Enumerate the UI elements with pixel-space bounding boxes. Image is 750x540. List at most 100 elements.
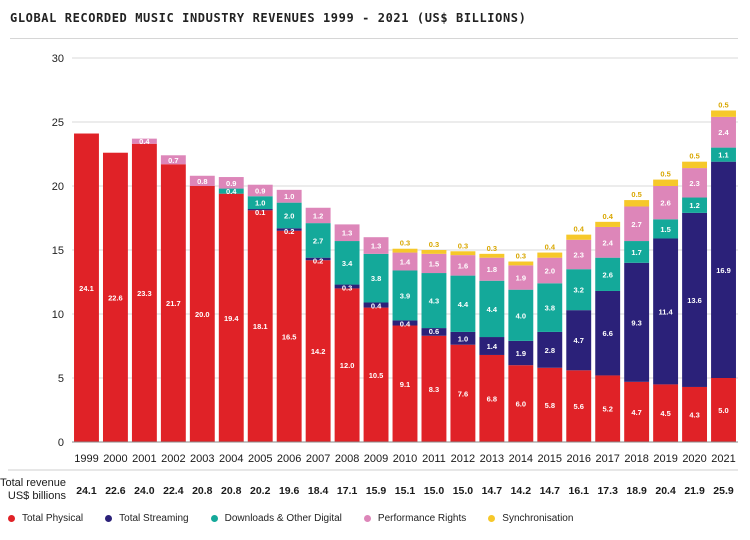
data-label-physical: 7.6 xyxy=(458,389,468,398)
data-label-streaming: 16.9 xyxy=(716,266,731,275)
data-label-downloads: 0.4 xyxy=(226,187,237,196)
total-value: 14.7 xyxy=(482,485,503,497)
bar-segment-streaming xyxy=(508,340,534,366)
bar-segment-performance xyxy=(247,184,273,197)
data-label-downloads: 3.4 xyxy=(342,259,353,268)
bar-segment-streaming xyxy=(711,161,736,378)
x-tick-label: 2002 xyxy=(161,453,185,465)
bar-segment-physical xyxy=(160,164,186,443)
total-value: 17.3 xyxy=(597,485,618,497)
legend-item-downloads: Downloads & Other Digital xyxy=(210,513,342,524)
total-value: 25.9 xyxy=(713,485,734,497)
data-label-downloads: 1.0 xyxy=(255,199,265,208)
x-tick-label: 2019 xyxy=(653,453,677,465)
data-label-downloads: 3.2 xyxy=(574,286,584,295)
total-value: 20.8 xyxy=(192,485,213,497)
total-value: 20.8 xyxy=(221,485,242,497)
x-tick-label: 2004 xyxy=(219,453,243,465)
data-label-physical: 9.1 xyxy=(400,380,410,389)
total-value: 14.7 xyxy=(540,485,561,497)
data-label-performance: 0.9 xyxy=(255,186,265,195)
bar-segment-physical xyxy=(566,370,592,442)
data-label-physical: 5.0 xyxy=(718,406,728,415)
x-tick-label: 2010 xyxy=(393,453,417,465)
data-label-sync: 0.3 xyxy=(458,241,468,250)
data-label-streaming: 0.6 xyxy=(429,327,439,336)
bars: 24.122.6 23.30.421.70.720.00.819.40.40.91… xyxy=(74,100,736,443)
data-label-streaming: 6.6 xyxy=(602,329,612,338)
y-tick-label: 15 xyxy=(52,245,64,257)
bar-segment-streaming xyxy=(479,337,505,355)
bar-segment-downloads xyxy=(508,289,534,341)
total-value: 15.0 xyxy=(453,485,474,497)
data-label-performance: 0.9 xyxy=(226,179,236,188)
data-label-streaming: 1.0 xyxy=(458,334,468,343)
data-label-sync: 0.5 xyxy=(631,190,641,199)
data-label-downloads: 4.4 xyxy=(487,305,498,314)
data-label-performance: 1.3 xyxy=(342,229,352,238)
data-label-downloads: 1.2 xyxy=(689,201,699,210)
legend-item-physical: Total Physical xyxy=(8,513,83,524)
data-label-performance: 1.3 xyxy=(371,242,381,251)
bar-segment-streaming xyxy=(276,228,302,231)
data-label-downloads: 2.0 xyxy=(284,211,294,220)
data-label-downloads: 2.7 xyxy=(313,236,323,245)
chart-title: GLOBAL RECORDED MUSIC INDUSTRY REVENUES … xyxy=(10,11,527,25)
bar-segment-physical xyxy=(624,381,650,442)
data-label-performance: 0.7 xyxy=(168,156,178,165)
data-label-performance: 2.0 xyxy=(545,266,555,275)
bar-segment-sync xyxy=(508,261,534,266)
bar-segment-downloads xyxy=(247,196,273,210)
legend-label: Synchronisation xyxy=(502,513,574,524)
data-label-streaming: 1.4 xyxy=(487,342,498,351)
total-value: 14.2 xyxy=(511,485,532,497)
x-tick-label: 2008 xyxy=(335,453,359,465)
x-tick-label: 2009 xyxy=(364,453,388,465)
legend-swatch xyxy=(8,515,15,522)
total-value: 17.1 xyxy=(337,485,358,497)
bar-segment-performance xyxy=(305,207,331,224)
data-label-downloads: 3.8 xyxy=(371,274,381,283)
bar-segment-physical xyxy=(682,386,708,442)
bar-segment-sync xyxy=(450,251,476,256)
legend-label: Performance Rights xyxy=(377,513,467,524)
data-label-physical: 19.4 xyxy=(224,314,239,323)
bar-segment-streaming xyxy=(566,310,592,371)
bar-segment-streaming xyxy=(363,302,389,308)
data-label-downloads: 3.8 xyxy=(545,304,555,313)
data-label-performance: 1.9 xyxy=(516,274,526,283)
data-label-downloads: 4.4 xyxy=(458,300,469,309)
data-label-performance: 2.7 xyxy=(631,220,641,229)
data-label-downloads: 1.7 xyxy=(631,248,641,257)
x-tick-label: 2005 xyxy=(248,453,272,465)
data-label-streaming: 1.9 xyxy=(516,349,526,358)
data-label-streaming: 0.3 xyxy=(342,284,352,293)
data-label-physical: 16.5 xyxy=(282,332,297,341)
data-label-sync: 0.4 xyxy=(602,212,613,221)
bar-segment-sync xyxy=(624,200,650,207)
data-label-performance: 1.4 xyxy=(400,258,411,267)
bar-segment-downloads xyxy=(421,273,447,329)
bar-segment-downloads xyxy=(479,280,505,338)
x-tick-label: 2007 xyxy=(306,453,330,465)
data-label-physical: 23.3 xyxy=(137,289,152,298)
legend-item-sync: Synchronisation xyxy=(488,513,573,524)
bar-segment-performance xyxy=(276,189,302,203)
bar-segment-performance xyxy=(537,257,563,284)
data-label-sync: 0.3 xyxy=(400,239,410,248)
x-tick-label: 2001 xyxy=(132,453,156,465)
data-label-sync: 0.3 xyxy=(516,252,526,261)
data-label-physical: 5.2 xyxy=(602,405,612,414)
bar-segment-performance xyxy=(508,265,534,290)
y-tick-label: 20 xyxy=(52,181,64,193)
bar-segment-sync xyxy=(682,161,708,169)
bar-segment-performance xyxy=(160,155,186,165)
bar-segment-sync xyxy=(566,234,592,240)
total-value: 22.4 xyxy=(163,485,184,497)
bar-segment-sync xyxy=(653,179,679,186)
bar-segment-streaming xyxy=(421,328,447,336)
bar-segment-physical xyxy=(450,344,476,442)
bar-segment-physical xyxy=(363,307,389,442)
bar-segment-streaming xyxy=(334,284,360,289)
data-label-performance: 0.8 xyxy=(197,177,207,186)
